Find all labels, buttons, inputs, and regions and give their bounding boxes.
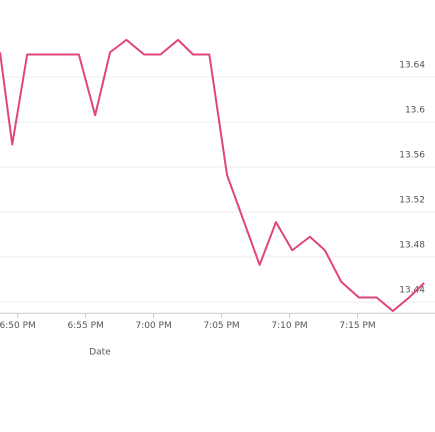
x-tick-label: 7:05 PM: [203, 321, 239, 331]
x-tick-label: 6:50 PM: [0, 321, 36, 331]
x-tick-label: 7:10 PM: [271, 321, 307, 331]
y-tick-label: 13.56: [399, 151, 425, 161]
y-tick-label: 13.6: [405, 106, 425, 116]
y-tick-label: 13.64: [399, 61, 425, 71]
data-line: [0, 38, 425, 312]
x-tick-label: 6:55 PM: [68, 321, 104, 331]
y-tick-label: 13.52: [399, 196, 425, 206]
y-tick-label: 13.48: [399, 241, 425, 251]
x-tick-label: 7:15 PM: [339, 321, 375, 331]
x-axis-title: Date: [89, 348, 111, 358]
x-tick-label: 7:00 PM: [135, 321, 171, 331]
y-tick-label: 13.44: [399, 286, 425, 296]
